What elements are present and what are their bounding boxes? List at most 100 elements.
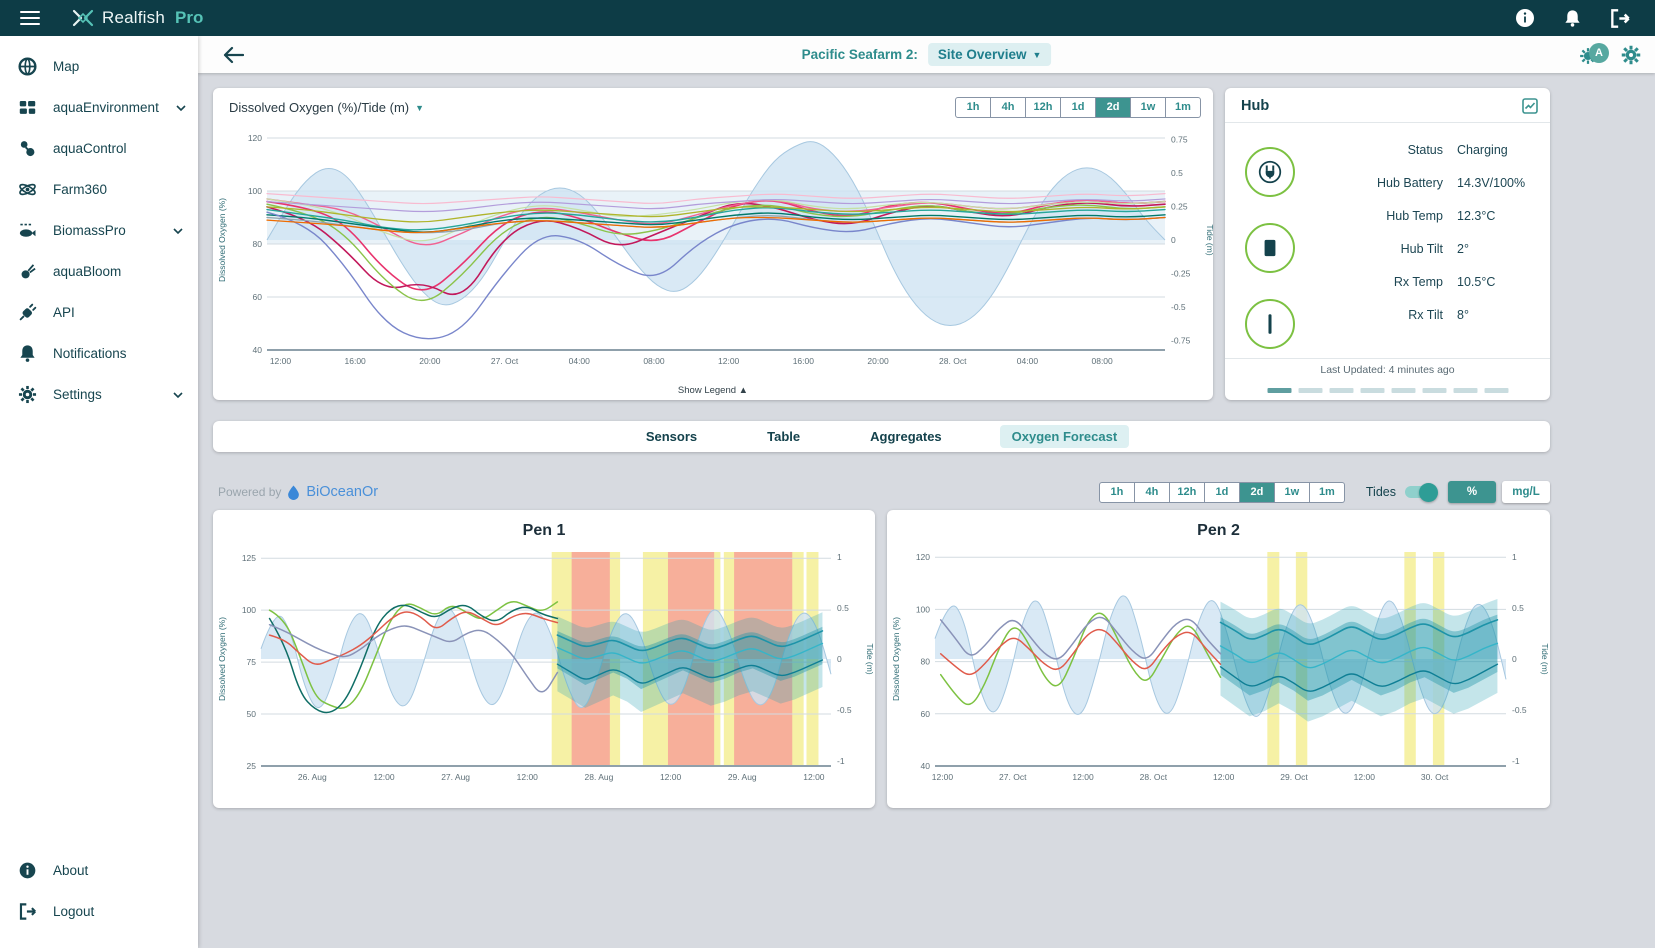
forecast-range-12h[interactable]: 12h [1169, 481, 1205, 503]
svg-text:04:00: 04:00 [1017, 356, 1039, 366]
info-icon[interactable] [1515, 8, 1535, 28]
sidebar-item-aquaenvironment[interactable]: aquaEnvironment [0, 87, 198, 128]
tab-sensors[interactable]: Sensors [645, 429, 698, 444]
site-name-label: Pacific Seafarm 2: [801, 47, 918, 62]
logout-icon[interactable] [1610, 8, 1631, 28]
hub-pager-segment[interactable] [1453, 388, 1477, 393]
svg-text:100: 100 [242, 605, 256, 615]
sidebar-item-label: Map [53, 59, 80, 74]
main-range-2d[interactable]: 2d [1096, 97, 1131, 118]
svg-text:75: 75 [247, 657, 257, 667]
sidebar-item-aquacontrol[interactable]: aquaControl [0, 128, 198, 169]
pen1-title: Pen 1 [522, 522, 566, 539]
sidebar-item-aquabloom[interactable]: aquaBloom [0, 251, 198, 292]
forecast-range-1m[interactable]: 1m [1309, 481, 1345, 503]
settings-gear-icon[interactable] [1621, 45, 1641, 65]
forecast-range-1h[interactable]: 1h [1098, 481, 1135, 503]
sidebar-item-notifications[interactable]: Notifications [0, 333, 198, 374]
back-arrow-icon[interactable] [222, 46, 244, 64]
svg-text:Tide (m): Tide (m) [1205, 224, 1213, 255]
menu-icon[interactable] [14, 5, 46, 32]
hub-pager-segment[interactable] [1298, 388, 1322, 393]
hub-header: Hub [1225, 88, 1550, 123]
forecast-range-2d[interactable]: 2d [1239, 481, 1275, 503]
main-range-1d[interactable]: 1d [1061, 97, 1096, 118]
main-range-1m[interactable]: 1m [1166, 97, 1201, 118]
forecast-range-1d[interactable]: 1d [1204, 481, 1240, 503]
chevron-down-icon [172, 225, 184, 237]
hub-row-status: Status Charging [1295, 143, 1536, 157]
unit-mg-l[interactable]: mg/L [1502, 481, 1550, 503]
sidebar-item-api[interactable]: API [0, 292, 198, 333]
sidebar-item-logout[interactable]: Logout [0, 891, 198, 932]
svg-text:27. Oct: 27. Oct [491, 356, 519, 366]
hub-row-hub-tilt: Hub Tilt 2° [1295, 242, 1536, 256]
hub-row-value: 10.5°C [1457, 275, 1496, 289]
hub-row-label: Rx Temp [1393, 275, 1443, 289]
hub-pager-segment[interactable] [1484, 388, 1508, 393]
forecast-range-4h[interactable]: 4h [1134, 481, 1170, 503]
user-avatar[interactable]: A [1579, 42, 1609, 67]
svg-text:0.75: 0.75 [1171, 134, 1188, 144]
svg-text:0.5: 0.5 [837, 603, 849, 613]
main-range-12h[interactable]: 12h [1026, 97, 1061, 118]
site-view-dropdown[interactable]: Site Overview ▼ [927, 43, 1052, 66]
avatar-initial: A [1589, 42, 1609, 63]
main-range-1h[interactable]: 1h [955, 97, 991, 118]
sidebar-item-label: API [53, 305, 75, 320]
tab-aggregates[interactable]: Aggregates [870, 429, 942, 444]
chart-metric-dropdown[interactable]: Dissolved Oxygen (%)/Tide (m) ▼ [229, 100, 424, 115]
svg-text:08:00: 08:00 [643, 356, 665, 366]
main-chart-card: Dissolved Oxygen (%)/Tide (m) ▼ 1h 4h 12h 1d… [213, 88, 1213, 400]
control-icon [18, 139, 37, 158]
sidebar-item-settings[interactable]: Settings [0, 374, 198, 415]
main-range-1w[interactable]: 1w [1131, 97, 1166, 118]
svg-text:29. Aug: 29. Aug [728, 772, 757, 782]
logo-mark-icon [72, 9, 94, 27]
hub-pager-segment[interactable] [1422, 388, 1446, 393]
forecast-controls: 1h 4h 12h 1d 2d 1w 1m Tides % mg/L [1098, 481, 1550, 503]
bioceanor-brand: BiOceanOr [306, 484, 379, 500]
svg-text:100: 100 [248, 186, 262, 196]
tab-table[interactable]: Table [767, 429, 801, 444]
section-tabs: Sensors Table Aggregates Oxygen Forecast [213, 421, 1550, 452]
svg-text:28. Aug: 28. Aug [585, 772, 614, 782]
svg-text:40: 40 [253, 345, 263, 355]
sidebar-menu: Map aquaEnvironment aquaControl Farm360 Biom… [0, 46, 198, 415]
bell-icon[interactable] [1563, 9, 1582, 28]
show-legend-toggle[interactable]: Show Legend ▲ [678, 385, 748, 396]
app-logo: Realfish Pro [72, 8, 203, 28]
sidebar-item-farm360[interactable]: Farm360 [0, 169, 198, 210]
tab-oxygen-forecast[interactable]: Oxygen Forecast [999, 425, 1130, 448]
chevron-down-icon [172, 389, 184, 401]
hub-status-rows: Status Charging Hub Battery 14.3V/100% Hub T… [1295, 139, 1536, 349]
svg-text:0: 0 [837, 654, 842, 664]
svg-text:12:00: 12:00 [932, 772, 954, 782]
sidebar-item-map[interactable]: Map [0, 46, 198, 87]
svg-text:80: 80 [253, 239, 263, 249]
hub-pager-segment[interactable] [1267, 388, 1291, 393]
main-chart-svg: 120 100 80 60 40 0.75 0.5 0.25 0 -0.25 -0.5 -0.75 12… [217, 133, 1213, 366]
sidebar-item-about[interactable]: About [0, 850, 198, 891]
hub-row-label: Hub Tilt [1400, 242, 1443, 256]
svg-text:29. Oct: 29. Oct [1280, 772, 1308, 782]
tides-toggle[interactable] [1405, 482, 1438, 502]
hub-pager-segment[interactable] [1360, 388, 1384, 393]
hub-card: Hub Status Charging Hub Battery 14.3V/100% H… [1225, 88, 1550, 400]
forecast-range-1w[interactable]: 1w [1274, 481, 1310, 503]
svg-text:12:00: 12:00 [660, 772, 682, 782]
svg-text:20:00: 20:00 [419, 356, 441, 366]
svg-text:-0.25: -0.25 [1171, 269, 1191, 279]
svg-text:27. Aug: 27. Aug [441, 772, 470, 782]
svg-text:27. Oct: 27. Oct [999, 772, 1027, 782]
plug-circle-icon [1245, 147, 1295, 197]
sidebar-item-label: Farm360 [53, 182, 108, 197]
sidebar-item-biomasspro[interactable]: BiomassPro [0, 210, 198, 251]
svg-text:Dissolved Oxygen (%): Dissolved Oxygen (%) [217, 617, 227, 701]
hub-pager-segment[interactable] [1391, 388, 1415, 393]
main-range-4h[interactable]: 4h [991, 97, 1026, 118]
unit--[interactable]: % [1448, 481, 1496, 503]
hub-pager-segment[interactable] [1329, 388, 1353, 393]
svg-text:Tide (m): Tide (m) [865, 643, 873, 674]
hub-chart-icon[interactable] [1522, 98, 1538, 114]
